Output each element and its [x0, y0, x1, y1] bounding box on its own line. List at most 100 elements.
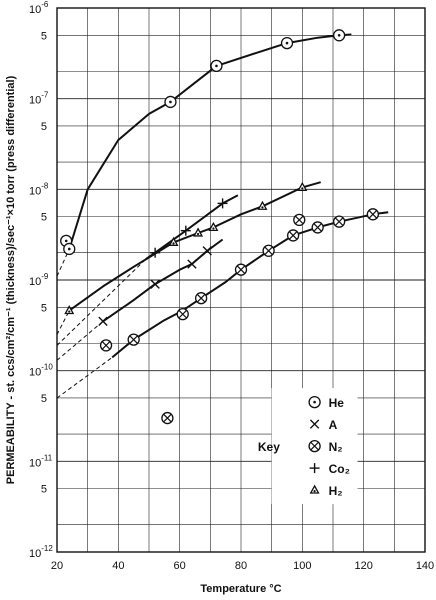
marker-cross [129, 335, 138, 344]
marker-cross [313, 223, 322, 232]
legend: Key He A N₂ Co₂ H₂ [258, 388, 358, 505]
data-point [176, 308, 189, 321]
legend-label: He [329, 396, 345, 410]
y-axis-title: PERMEABILITY - st. ccs/cm²/cm⁻¹ (thickne… [5, 75, 17, 484]
y-tick-label: 10-9 [29, 272, 49, 288]
x-tick-label: 60 [174, 560, 186, 572]
marker-dot [196, 232, 200, 236]
marker-cross [310, 441, 319, 451]
y-tick-label: 10-10 [29, 363, 53, 379]
data-point [161, 411, 174, 425]
marker-cross [202, 246, 212, 256]
data-point [286, 229, 300, 242]
data-point [293, 213, 306, 227]
marker-dot [301, 187, 304, 190]
marker-dot [172, 242, 175, 245]
x-tick-label: 20 [51, 560, 63, 572]
marker-cross [196, 293, 206, 303]
marker-triangle [64, 304, 75, 315]
data-point [297, 181, 308, 191]
marker-dot [64, 239, 68, 243]
marker-dot [285, 41, 289, 45]
y-minor-tick-label: 5 [41, 212, 47, 224]
data-point [332, 29, 346, 42]
data-point [64, 304, 75, 315]
marker-triangle [193, 227, 204, 237]
y-tick-label: 10-8 [29, 181, 49, 197]
data-point [311, 221, 324, 234]
legend-title: Key [258, 440, 280, 454]
legend-marker [309, 484, 320, 494]
marker-triangle [257, 200, 268, 210]
data-point [180, 225, 191, 236]
y-tick-label: 10-12 [29, 544, 53, 560]
data-point [366, 208, 380, 221]
legend-marker [308, 395, 321, 409]
series-extrapolation [56, 356, 113, 399]
x-tick-label: 40 [112, 560, 124, 572]
marker-cross [264, 246, 273, 256]
marker-cross [187, 259, 197, 269]
marker-dot [261, 206, 264, 209]
marker-cross [334, 217, 344, 226]
plot-frame [56, 7, 426, 553]
y-minor-tick-label: 5 [41, 121, 47, 133]
y-minor-tick-label: 5 [41, 484, 47, 496]
series-extrapolation [56, 320, 104, 361]
y-minor-tick-label: 5 [41, 30, 47, 42]
series-extrapolation [56, 310, 70, 335]
marker-cross [309, 419, 320, 429]
marker-cross [236, 265, 246, 274]
marker-triangle [297, 181, 308, 191]
marker-cross [98, 316, 108, 327]
series-curve [68, 181, 321, 312]
series-curve [145, 194, 239, 260]
legend-marker [308, 439, 321, 453]
data-point [262, 244, 275, 257]
series-curve [68, 33, 352, 250]
marker-triangle [309, 484, 320, 494]
data-point [210, 59, 223, 73]
data-point [164, 95, 177, 109]
marker-cross [288, 231, 298, 240]
y-tick-label: 10-11 [29, 453, 53, 469]
legend-label: A [329, 418, 338, 432]
marker-cross [178, 309, 188, 319]
y-tick-label: 10-6 [29, 0, 49, 16]
x-tick-label: 80 [235, 560, 247, 572]
legend-marker [309, 419, 320, 429]
legend-label: H₂ [329, 484, 343, 498]
x-tick-label: 120 [354, 560, 372, 572]
data-point [99, 339, 113, 352]
marker-dot [313, 490, 316, 493]
legend-label: N₂ [329, 440, 343, 454]
data-point [168, 236, 179, 246]
marker-cross [150, 279, 160, 289]
y-minor-tick-label: 5 [41, 393, 47, 405]
data-point [150, 247, 161, 258]
data-point [63, 242, 76, 256]
data-point [187, 259, 197, 269]
marker-cross [163, 413, 172, 423]
data-point [234, 263, 248, 276]
data-point [280, 36, 294, 50]
axis-layer: 20 40 60 80 100 120 140 10-6 10-7 10-8 10-9 10-10 10… [29, 0, 434, 572]
data-point [217, 198, 228, 209]
data-point [98, 316, 108, 327]
data-point [193, 227, 204, 237]
legend-label: Co₂ [329, 462, 350, 476]
x-tick-label: 140 [416, 560, 434, 572]
marker-dot [215, 64, 218, 68]
y-tick-label: 10-7 [29, 91, 49, 107]
y-minor-tick-label: 5 [41, 302, 47, 314]
x-axis-title: Temperature °C [200, 583, 281, 595]
data-point [150, 279, 160, 289]
marker-dot [67, 247, 71, 251]
marker-cross [294, 215, 304, 225]
data-point [257, 200, 268, 210]
data-point [202, 246, 212, 256]
data-point [127, 333, 140, 346]
data-point [332, 215, 346, 228]
data-point [208, 221, 219, 232]
